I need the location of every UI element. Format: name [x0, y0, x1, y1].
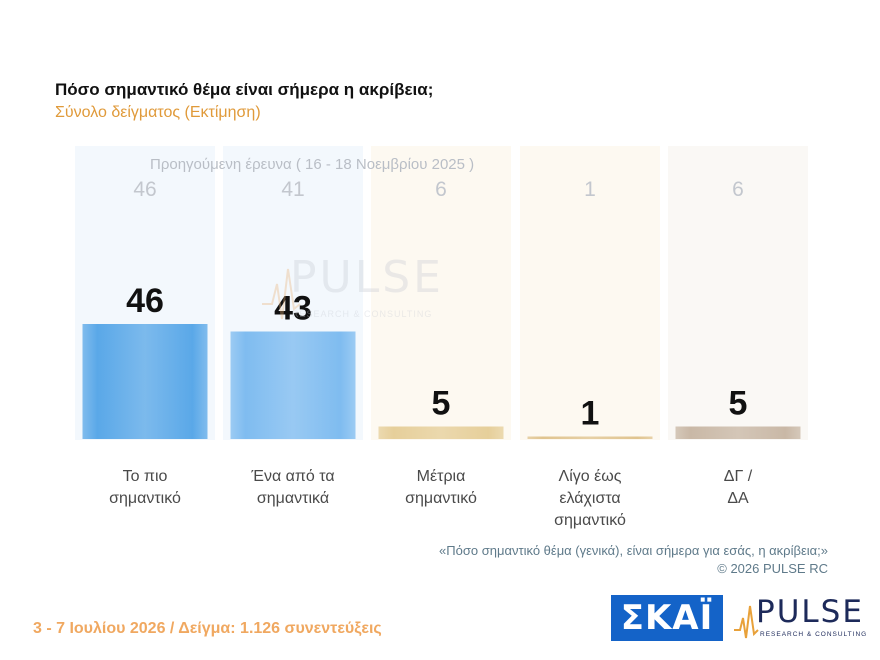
question-note: «Πόσο σημαντικό θέμα (γενικά), είναι σήμ…	[438, 543, 828, 558]
column-background	[520, 146, 660, 440]
category-label: σημαντικά	[257, 490, 329, 507]
category-label: σημαντικό	[554, 512, 626, 529]
previous-value-label: 1	[584, 178, 596, 201]
bar-value-label: 5	[432, 385, 451, 423]
chart-subtitle: Σύνολο δείγματος (Εκτίμηση)	[55, 104, 261, 121]
pulse-logo: PULSE RESEARCH & CONSULTING	[734, 594, 868, 642]
bar-chart: 46 46 Το πιο σημαντικό 41 43 Ένα από τα σημαντι…	[75, 146, 808, 529]
pulse-logo-wave-icon	[734, 605, 759, 639]
survey-footer: 3 - 7 Ιουλίου 2026 / Δείγμα: 1.126 συνεν…	[33, 620, 382, 637]
copyright-note: © 2026 PULSE RC	[717, 561, 828, 576]
category-label: ΔΑ	[727, 490, 749, 507]
bar	[527, 436, 653, 439]
category-label: σημαντικό	[109, 490, 181, 507]
bar-value-label: 43	[274, 290, 312, 328]
bar	[675, 426, 801, 439]
bar	[378, 426, 504, 439]
bar	[230, 331, 356, 439]
previous-value-label: 6	[435, 178, 447, 201]
category-label: Ένα από τα	[250, 468, 334, 485]
skai-logo: ΣΚΑΪ	[611, 595, 723, 641]
chart-title: Πόσο σημαντικό θέμα είναι σήμερα η ακρίβ…	[55, 80, 434, 99]
category-label: Μέτρια	[417, 468, 466, 485]
bar-value-label: 46	[126, 282, 164, 320]
previous-survey-label: Προηγούμενη έρευνα ( 16 - 18 Νοεμβρίου 2…	[150, 156, 475, 173]
category-label: Το πιο	[123, 468, 168, 485]
previous-value-label: 6	[732, 178, 744, 201]
category-label: σημαντικό	[405, 490, 477, 507]
category-label: ελάχιστα	[559, 490, 620, 507]
bar-value-label: 1	[581, 395, 600, 433]
pulse-logo-word: PULSE	[756, 594, 864, 630]
category-label: Λίγο έως	[559, 468, 622, 485]
bar-value-label: 5	[729, 385, 748, 423]
bar	[82, 324, 208, 439]
category-label: ΔΓ /	[724, 468, 753, 485]
column-background	[668, 146, 808, 440]
column-background	[371, 146, 511, 440]
previous-value-label: 41	[281, 178, 304, 201]
previous-value-label: 46	[133, 178, 156, 201]
pulse-logo-sub: RESEARCH & CONSULTING	[760, 631, 868, 638]
